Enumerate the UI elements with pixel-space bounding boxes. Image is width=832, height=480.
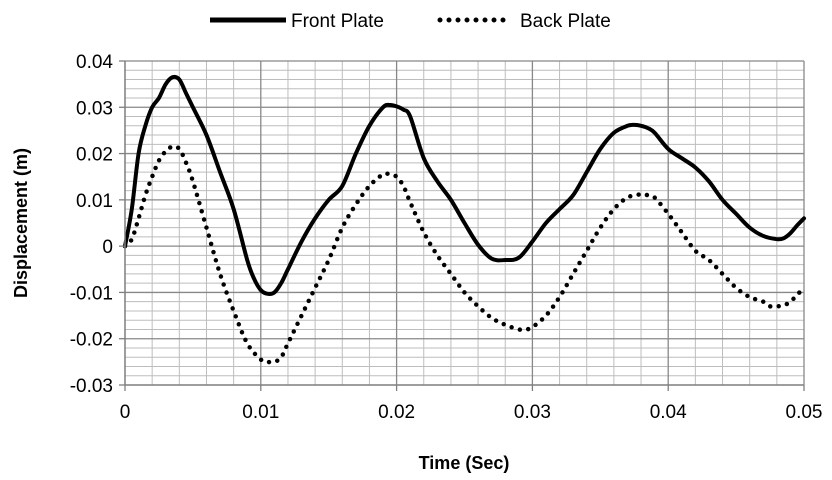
legend-label-front-plate: Front Plate [291, 11, 384, 32]
series-line-back-plate [122, 144, 807, 365]
x-axis-title: Time (Sec) [419, 453, 510, 473]
y-tick-label: 0.03 [76, 98, 113, 119]
y-tick-label: 0 [102, 237, 113, 258]
legend-label-back-plate: Back Plate [520, 11, 611, 32]
y-tick-label: -0.01 [70, 283, 113, 304]
x-tick-label: 0.01 [242, 402, 279, 423]
series-line-front-plate [123, 74, 806, 297]
x-tick-label: 0.04 [650, 402, 687, 423]
y-axis-title: Displacement (m) [11, 148, 31, 298]
grid-lines [125, 60, 805, 385]
x-tick-label: 0.05 [786, 402, 823, 423]
y-tick-label: -0.02 [70, 330, 113, 351]
x-tick-label: 0.03 [514, 402, 551, 423]
plot-series [122, 74, 807, 365]
y-tick-label: 0.02 [76, 145, 113, 166]
y-tick-label: 0.04 [76, 52, 113, 73]
x-tick-label: 0 [120, 402, 131, 423]
x-tick-label: 0.02 [378, 402, 415, 423]
y-tick-label: 0.01 [76, 191, 113, 212]
axes: 0 0.01 0.02 0.03 0.04 0.05 -0.03 -0.02 -0.01 0 0.0… [70, 52, 823, 423]
y-tick-label: -0.03 [70, 376, 113, 397]
legend: Front Plate Back Plate [210, 11, 611, 32]
